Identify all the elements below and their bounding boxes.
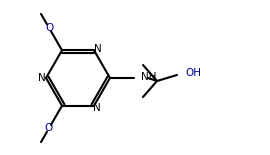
Text: N: N — [93, 103, 101, 113]
Text: NH: NH — [141, 72, 157, 82]
Text: O: O — [45, 123, 53, 133]
Text: O: O — [45, 23, 53, 33]
Text: N: N — [38, 73, 46, 83]
Text: OH: OH — [185, 68, 201, 78]
Text: N: N — [94, 44, 102, 54]
